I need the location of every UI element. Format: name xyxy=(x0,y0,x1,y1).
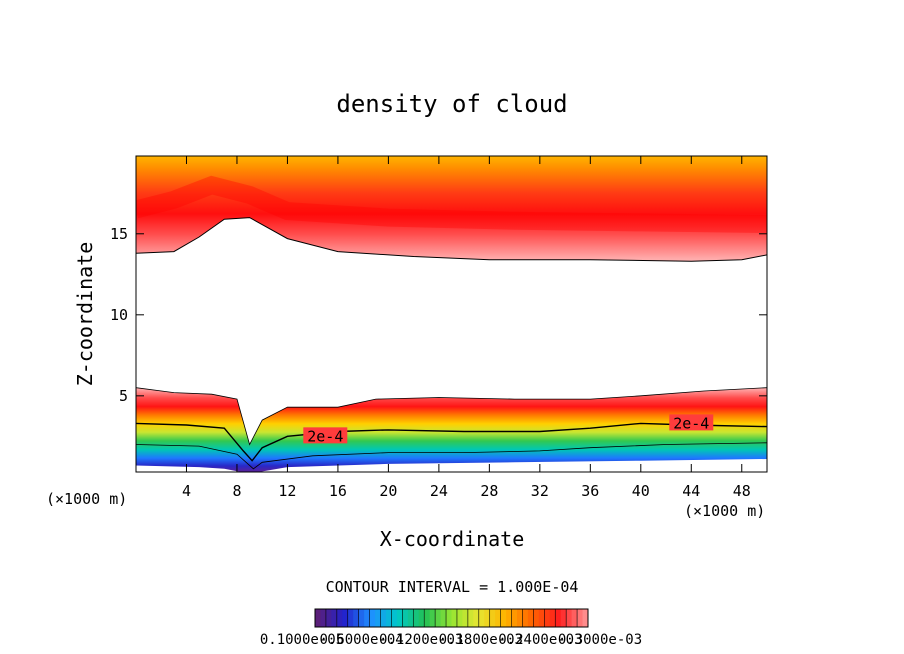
colorbar-segment-24 xyxy=(446,609,452,627)
colorbar-segment-28 xyxy=(467,609,474,627)
colorbar-segment-26 xyxy=(456,609,463,627)
colorbar-segment-39 xyxy=(527,609,534,627)
colorbar-segment-17 xyxy=(407,609,414,627)
colorbar-segment-21 xyxy=(429,609,436,627)
colorbar-segment-10 xyxy=(369,609,376,627)
y-axis-label: Z-coordinate xyxy=(73,242,97,387)
colorbar-segment-32 xyxy=(489,609,496,627)
colorbar-segment-36 xyxy=(511,609,518,627)
colorbar-segment-18 xyxy=(413,609,420,627)
colorbar-segment-37 xyxy=(517,609,523,627)
contour-label-0: 2e-4 xyxy=(307,427,343,445)
x-tick-label-0: 4 xyxy=(182,482,191,500)
colorbar-segment-33 xyxy=(495,609,502,627)
x-axis-label: X-coordinate xyxy=(380,527,525,551)
y-tick-label-0: 5 xyxy=(119,387,128,405)
colorbar-segment-29 xyxy=(473,609,480,627)
colorbar-segment-46 xyxy=(566,609,573,627)
colorbar-segment-35 xyxy=(506,609,513,627)
x-tick-label-7: 32 xyxy=(531,482,549,500)
contour-interval-text: CONTOUR INTERVAL = 1.000E-04 xyxy=(326,578,579,596)
colorbar-segment-8 xyxy=(358,609,365,627)
colorbar-frame xyxy=(314,608,589,628)
colorbar-segment-34 xyxy=(500,609,507,627)
colorbar-segment-13 xyxy=(385,609,392,627)
chart-title: density of cloud xyxy=(336,90,567,118)
x-unit-left: (×1000 m) xyxy=(46,490,127,508)
contour-label-bg-1 xyxy=(669,414,714,431)
x-tick-label-10: 44 xyxy=(682,482,700,500)
colorbar-segment-5 xyxy=(342,609,349,627)
x-tick-label-2: 12 xyxy=(278,482,296,500)
colorbar-segment-11 xyxy=(375,609,382,627)
x-tick-label-1: 8 xyxy=(232,482,241,500)
colorbar-segment-23 xyxy=(440,609,447,627)
plot-frame xyxy=(135,155,768,473)
colorbar-segment-15 xyxy=(396,609,403,627)
colorbar-segment-25 xyxy=(451,609,458,627)
y-axis-ticks: 5 10 15 xyxy=(110,225,767,405)
colorbar-segment-3 xyxy=(331,609,338,627)
y-tick-label-1: 10 xyxy=(110,306,128,324)
colorbar-labels: 0.1000e-050.6000e-040.1200e-030.1800e-03… xyxy=(260,632,642,648)
lower-cloud-layer xyxy=(136,387,767,472)
colorbar-segment-12 xyxy=(380,609,387,627)
x-tick-label-5: 24 xyxy=(430,482,448,500)
upper-layer-core-band xyxy=(136,175,767,234)
colorbar-segment-31 xyxy=(484,609,491,627)
colorbar-segment-14 xyxy=(391,609,398,627)
colorbar xyxy=(314,608,589,628)
colorbar-segment-40 xyxy=(533,609,540,627)
colorbar-segment-27 xyxy=(462,609,469,627)
x-tick-label-8: 36 xyxy=(581,482,599,500)
plot-fields xyxy=(136,156,767,472)
colorbar-label-0: 0.1000e-05 xyxy=(260,632,344,648)
colorbar-segment-0 xyxy=(315,609,321,627)
contour-1e-4 xyxy=(136,442,767,470)
colorbar-segment-19 xyxy=(418,609,425,627)
colorbar-segment-47 xyxy=(571,609,578,627)
colorbar-segment-49 xyxy=(582,609,589,627)
x-tick-label-11: 48 xyxy=(733,482,751,500)
colorbar-segment-30 xyxy=(478,609,485,627)
colorbar-segment-48 xyxy=(577,609,584,627)
colorbar-label-5: 0.3000e-03 xyxy=(558,632,642,648)
colorbar-segment-41 xyxy=(538,609,545,627)
colorbar-segment-42 xyxy=(544,609,551,627)
contour-label-bg-0 xyxy=(303,427,348,444)
lower-layer-top-contour xyxy=(136,387,767,446)
colorbar-label-3: 0.1800e-03 xyxy=(439,632,523,648)
colorbar-segment-1 xyxy=(320,609,327,627)
upper-layer-base-contour xyxy=(136,217,767,262)
colorbar-segment-44 xyxy=(555,609,562,627)
x-tick-label-6: 28 xyxy=(480,482,498,500)
colorbar-segment-7 xyxy=(353,609,360,627)
y-tick-label-2: 15 xyxy=(110,225,128,243)
x-tick-label-9: 40 xyxy=(632,482,650,500)
upper-cloud-layer xyxy=(136,156,767,262)
colorbar-segment-22 xyxy=(435,609,442,627)
contour-label-1: 2e-4 xyxy=(673,414,709,432)
colorbar-segment-43 xyxy=(549,609,556,627)
colorbar-segment-6 xyxy=(347,609,354,627)
colorbar-segment-38 xyxy=(522,609,529,627)
colorbar-segment-4 xyxy=(336,609,343,627)
contour-labels: 2e-4 2e-4 xyxy=(303,414,714,445)
colorbar-segment-20 xyxy=(424,609,431,627)
colorbar-label-2: 0.1200e-03 xyxy=(379,632,463,648)
colorbar-segment-45 xyxy=(560,609,567,627)
x-tick-label-4: 20 xyxy=(379,482,397,500)
colorbar-segment-16 xyxy=(402,609,409,627)
colorbar-segment-9 xyxy=(364,609,371,627)
x-unit-right: (×1000 m) xyxy=(684,502,765,520)
colorbar-label-1: 0.6000e-04 xyxy=(319,632,403,648)
colorbar-segment-2 xyxy=(325,609,332,627)
x-axis-ticks: 4 8 12 16 20 24 28 32 36 40 44 48 xyxy=(182,156,751,500)
colorbar-label-4: 0.2400e-03 xyxy=(498,632,582,648)
x-tick-label-3: 16 xyxy=(329,482,347,500)
